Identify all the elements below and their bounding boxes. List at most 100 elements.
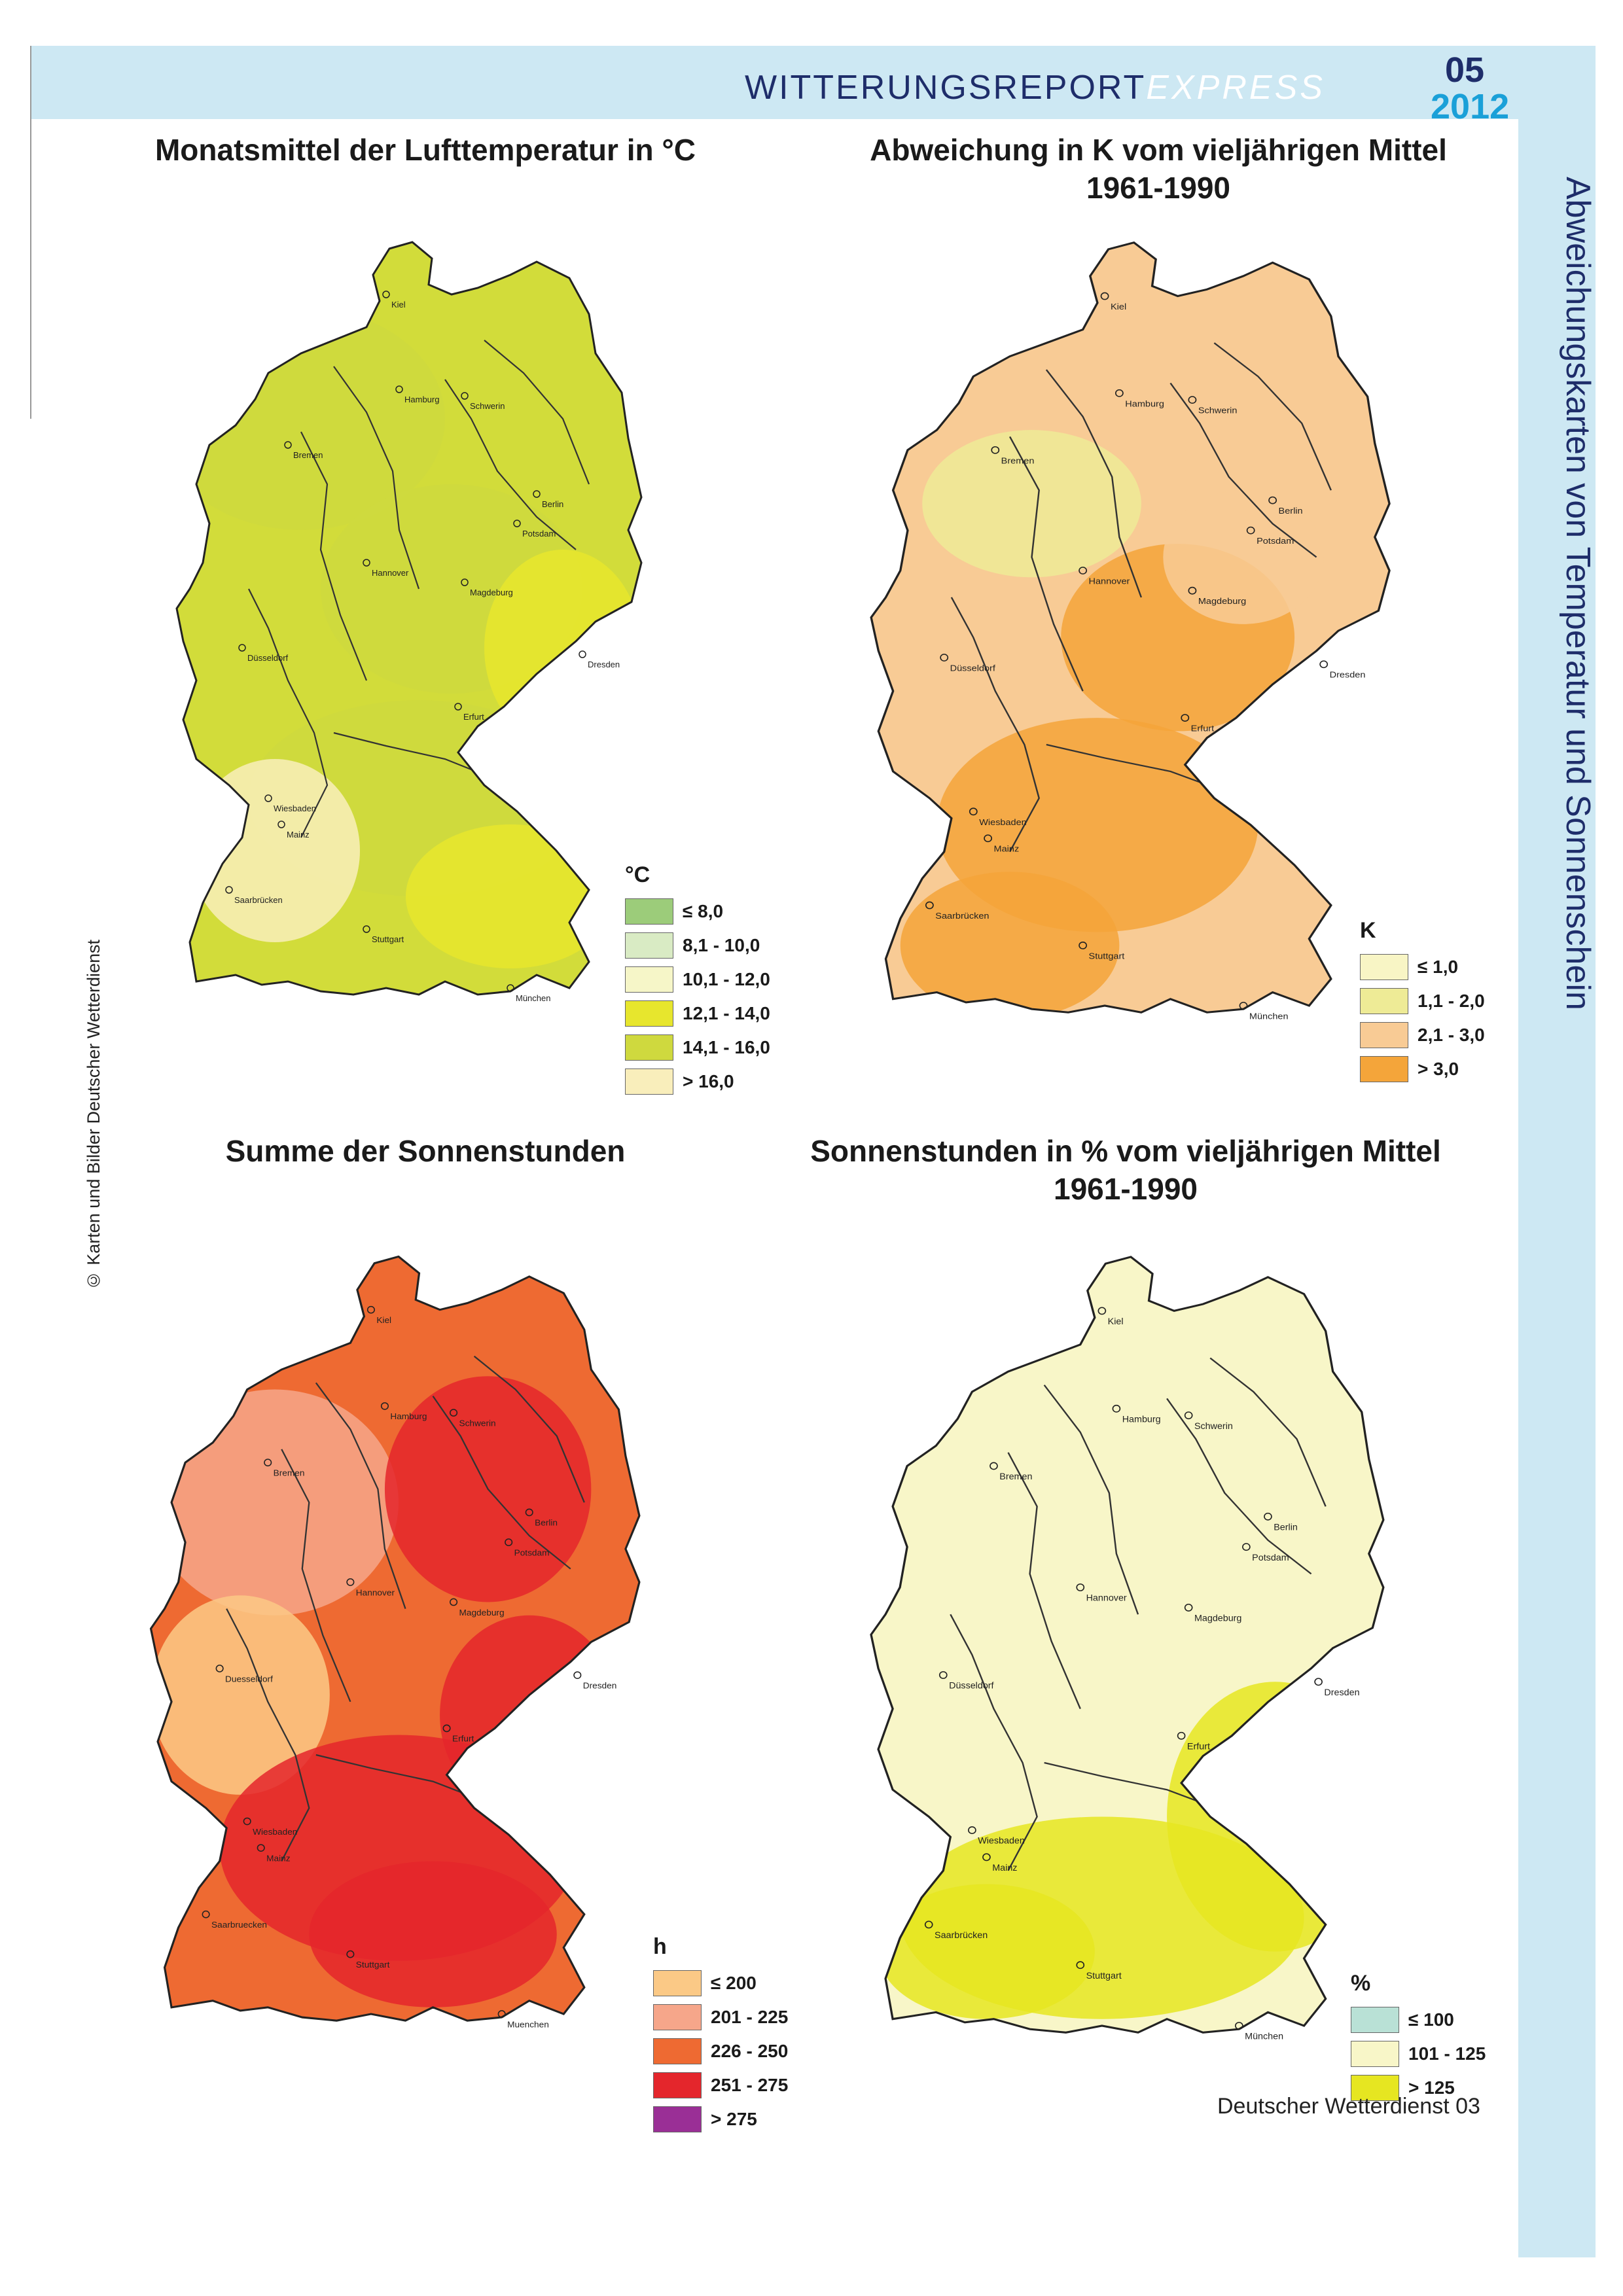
legend-item: ≤ 200 — [653, 1966, 788, 2000]
city-marker — [1184, 1411, 1193, 1420]
issue-number: 05 — [1445, 50, 1485, 90]
legend-label: ≤ 100 — [1408, 2009, 1454, 2030]
city-marker — [1079, 567, 1088, 574]
river-line — [484, 340, 590, 485]
legend-item: 14,1 - 16,0 — [625, 1031, 770, 1065]
city-label: Wiesbaden — [253, 1827, 297, 1837]
country-border — [870, 241, 1391, 1014]
city-marker — [1268, 496, 1277, 504]
city-marker — [507, 984, 514, 992]
value-region — [1163, 490, 1324, 624]
city-marker — [990, 1462, 998, 1470]
city-label: Saarbrücken — [935, 911, 989, 921]
legend-label: 8,1 - 10,0 — [683, 935, 760, 955]
map-temperature-deviation: Kiel Hamburg Schwerin Bremen Berlin Potsdam Ha… — [864, 222, 1433, 1093]
river-line — [300, 431, 368, 681]
legend-sunshine: h ≤ 200 201 - 225 226 - 250 251 - 275 > 275 — [653, 1934, 788, 2136]
germany-map-svg: Kiel Hamburg Schwerin Bremen Berlin Potsdam Ha… — [870, 1256, 1385, 2041]
legend-item: > 16,0 — [625, 1065, 770, 1099]
city-marker — [1264, 1512, 1272, 1521]
legend-unit: °C — [625, 862, 651, 887]
river-line — [333, 366, 420, 590]
city-label: Bremen — [274, 1468, 305, 1478]
legend-label: 226 - 250 — [711, 2041, 789, 2061]
footer: Deutscher Wetterdienst 03 — [1217, 2094, 1480, 2119]
city-label: Magdeburg — [470, 588, 513, 597]
city-label: Berlin — [535, 1518, 558, 1528]
city-label: Wiesbaden — [274, 804, 316, 813]
crop-mark — [30, 46, 31, 419]
legend-swatch — [653, 2038, 702, 2064]
copyright-note: © Karten und Bilder Deutscher Wetterdien… — [84, 940, 103, 1290]
city-marker — [363, 559, 370, 567]
country-border — [870, 1256, 1385, 2034]
city-marker — [264, 794, 272, 802]
legend-label: 10,1 - 12,0 — [683, 969, 770, 989]
map-temperature: Kiel Hamburg Schwerin Bremen Berlin Potsdam Ha… — [170, 222, 681, 1073]
city-label: Hannover — [356, 1588, 395, 1598]
city-label: Dresden — [583, 1681, 617, 1691]
legend-temperature: °C ≤ 8,0 8,1 - 10,0 10,1 - 12,0 12,1 - 14,0… — [625, 862, 770, 1099]
city-label: Berlin — [542, 499, 563, 509]
city-marker — [1181, 714, 1190, 722]
value-region — [406, 824, 615, 968]
germany-map-svg: Kiel Hamburg Schwerin Bremen Berlin Potsdam Ha… — [149, 1255, 641, 2029]
city-marker — [525, 1508, 533, 1517]
legend-label: > 275 — [711, 2109, 757, 2129]
city-marker — [450, 1598, 458, 1606]
city-label: München — [1249, 1011, 1289, 1021]
legend-unit: h — [653, 1934, 667, 1959]
legend-swatch — [1351, 2075, 1399, 2101]
city-marker — [461, 392, 469, 400]
legend-item: 8,1 - 10,0 — [625, 928, 770, 963]
city-marker — [454, 703, 462, 711]
legend-label: > 125 — [1408, 2077, 1455, 2098]
city-marker — [924, 1920, 933, 1929]
report-title: WITTERUNGSREPORTEXPRESS — [745, 68, 1325, 107]
river-line — [1209, 1357, 1327, 1507]
legend-swatch — [1360, 954, 1408, 980]
city-marker — [1115, 389, 1124, 397]
city-marker — [1314, 1678, 1323, 1686]
legend-item: > 125 — [1351, 2071, 1486, 2105]
city-label: Kiel — [376, 1315, 391, 1325]
country-border — [149, 1255, 641, 2022]
legend-sunshine-percent: % ≤ 100 101 - 125 > 125 — [1351, 1971, 1486, 2105]
river-line — [226, 1608, 310, 1862]
city-label: Potsdam — [1252, 1552, 1289, 1562]
city-marker — [366, 1305, 375, 1314]
footer-page-number: 03 — [1455, 2094, 1480, 2119]
city-label: Magdeburg — [459, 1608, 504, 1617]
river-line — [950, 597, 1040, 853]
city-label: Düsseldorf — [950, 663, 995, 673]
map-title-temperature: Monatsmittel der Lufttemperatur in °C — [98, 131, 753, 169]
city-label: Dresden — [588, 660, 620, 669]
legend-label: 251 - 275 — [711, 2075, 789, 2095]
city-marker — [940, 654, 949, 662]
legend-label: ≤ 1,0 — [1418, 957, 1459, 977]
issue-year: 2012 — [1431, 87, 1510, 126]
legend-label: 101 - 125 — [1408, 2043, 1486, 2064]
legend-item: ≤ 8,0 — [625, 894, 770, 928]
city-marker — [363, 925, 370, 933]
city-marker — [277, 821, 285, 828]
legend-unit: K — [1360, 918, 1376, 943]
city-marker — [380, 1402, 389, 1410]
city-label: Magdeburg — [1194, 1613, 1241, 1623]
map-title-sunshine-percent: Sonnenstunden in % vom vieljährigen Mitt… — [766, 1132, 1486, 1208]
city-marker — [497, 2010, 506, 2018]
city-label: Bremen — [293, 450, 323, 460]
river-line — [1008, 436, 1084, 692]
city-label: Erfurt — [1187, 1741, 1210, 1751]
legend-label: > 16,0 — [683, 1071, 734, 1091]
city-label: Mainz — [992, 1862, 1017, 1872]
value-regions — [900, 430, 1324, 1013]
city-marker — [243, 1817, 251, 1826]
city-label: Potsdam — [1257, 536, 1294, 546]
river-line — [444, 379, 577, 550]
city-label: Hamburg — [1125, 398, 1164, 408]
map-title-temperature-text: Monatsmittel der Lufttemperatur in °C — [154, 133, 696, 167]
city-marker — [968, 1826, 976, 1835]
legend-item: 2,1 - 3,0 — [1360, 1018, 1485, 1052]
city-label: Kiel — [1111, 302, 1126, 311]
